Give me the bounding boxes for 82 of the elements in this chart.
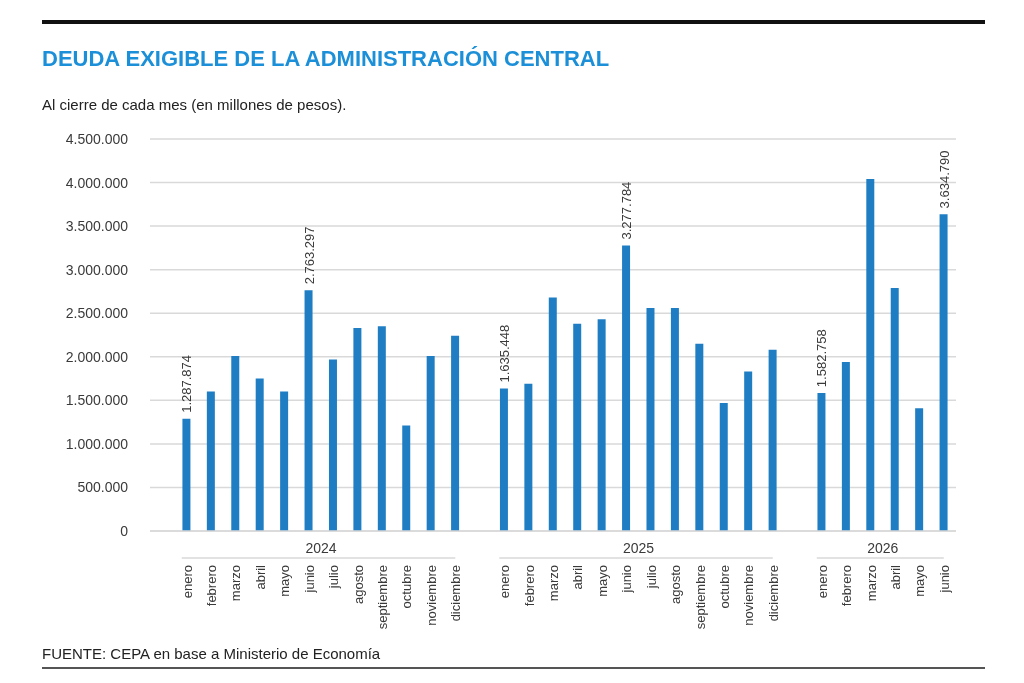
bar [499,388,508,531]
x-tick-label: abril [569,564,585,590]
y-tick-label: 0 [120,522,129,539]
bar [231,355,240,531]
bar [304,290,313,531]
bar [328,359,337,531]
x-tick-label: enero [179,565,195,599]
x-tick-label: abril [252,564,268,590]
y-tick-label: 1.000.000 [65,435,129,452]
bar [426,355,435,531]
x-tick-label: julio [643,565,659,590]
x-tick-label: noviembre [423,565,439,626]
x-tick-label: marzo [863,565,879,602]
x-tick-label: septiembre [374,565,390,630]
y-tick-label: 1.500.000 [65,392,129,409]
x-tick-label: mayo [594,565,610,597]
chart-title: DEUDA EXIGIBLE DE LA ADMINISTRACIÓN CENTRAL [42,46,610,72]
bar [402,425,411,531]
chart-subtitle: Al cierre de cada mes (en millones de pesos). [42,96,347,114]
bar [524,383,533,531]
bar [915,408,924,531]
data-label: 3.277.784 [618,181,634,240]
x-tick-label: mayo [276,565,292,597]
bar [206,391,215,531]
data-label: 1.582.758 [813,329,829,388]
x-tick-label: octubre [716,565,732,609]
bar [597,319,606,531]
text: 2026 [867,540,899,556]
x-tick-label: marzo [227,565,243,602]
bar [768,349,777,531]
data-label: 3.634.790 [936,150,952,209]
x-tick-label: septiembre [692,565,708,630]
bar [182,418,191,531]
bar [890,287,899,531]
data-label: 1.635.448 [496,324,512,383]
y-tick-label: 3.500.000 [65,218,129,235]
bar [280,391,289,531]
bar [573,323,582,531]
y-tick-label: 4.500.000 [65,130,129,147]
bar [670,308,679,531]
bar [719,402,728,531]
bar [695,343,704,531]
y-tick-label: 3.000.000 [65,261,129,278]
source-note: FUENTE: CEPA en base a Ministerio de Economía [42,645,381,663]
y-tick-label: 2.500.000 [65,305,129,322]
y-tick-label: 500.000 [77,479,129,496]
bar [451,335,460,531]
bar [744,371,753,531]
x-tick-label: junio [618,565,634,594]
x-tick-label: febrero [838,565,854,607]
y-tick-label: 2.000.000 [65,348,129,365]
x-tick-label: julio [325,565,341,590]
text: 2024 [305,540,337,556]
x-tick-label: marzo [545,565,561,602]
bar [817,393,826,531]
x-tick-label: febrero [521,565,537,607]
x-tick-label: agosto [667,565,683,605]
y-tick-label: 4.000.000 [65,174,129,191]
x-tick-label: abril [887,564,903,590]
x-tick-label: noviembre [740,565,756,626]
data-label: 2.763.297 [301,226,317,285]
x-tick-label: octubre [398,565,414,609]
bar [841,362,850,531]
data-label: 1.287.874 [178,354,194,413]
x-tick-label: febrero [203,565,219,607]
bar [548,297,557,531]
bar [866,179,875,531]
bar [646,308,655,531]
bar [939,214,948,531]
bar [377,326,386,531]
x-tick-label: enero [814,565,830,599]
bar [255,378,264,531]
x-tick-label: mayo [911,565,927,597]
x-tick-label: diciembre [447,565,463,622]
x-tick-label: diciembre [765,565,781,622]
x-tick-label: junio [936,565,952,594]
x-tick-label: enero [496,565,512,599]
x-tick-label: junio [301,565,317,594]
bar [353,328,362,531]
x-tick-label: agosto [350,565,366,605]
text: 2025 [622,540,655,556]
bar [622,245,631,531]
